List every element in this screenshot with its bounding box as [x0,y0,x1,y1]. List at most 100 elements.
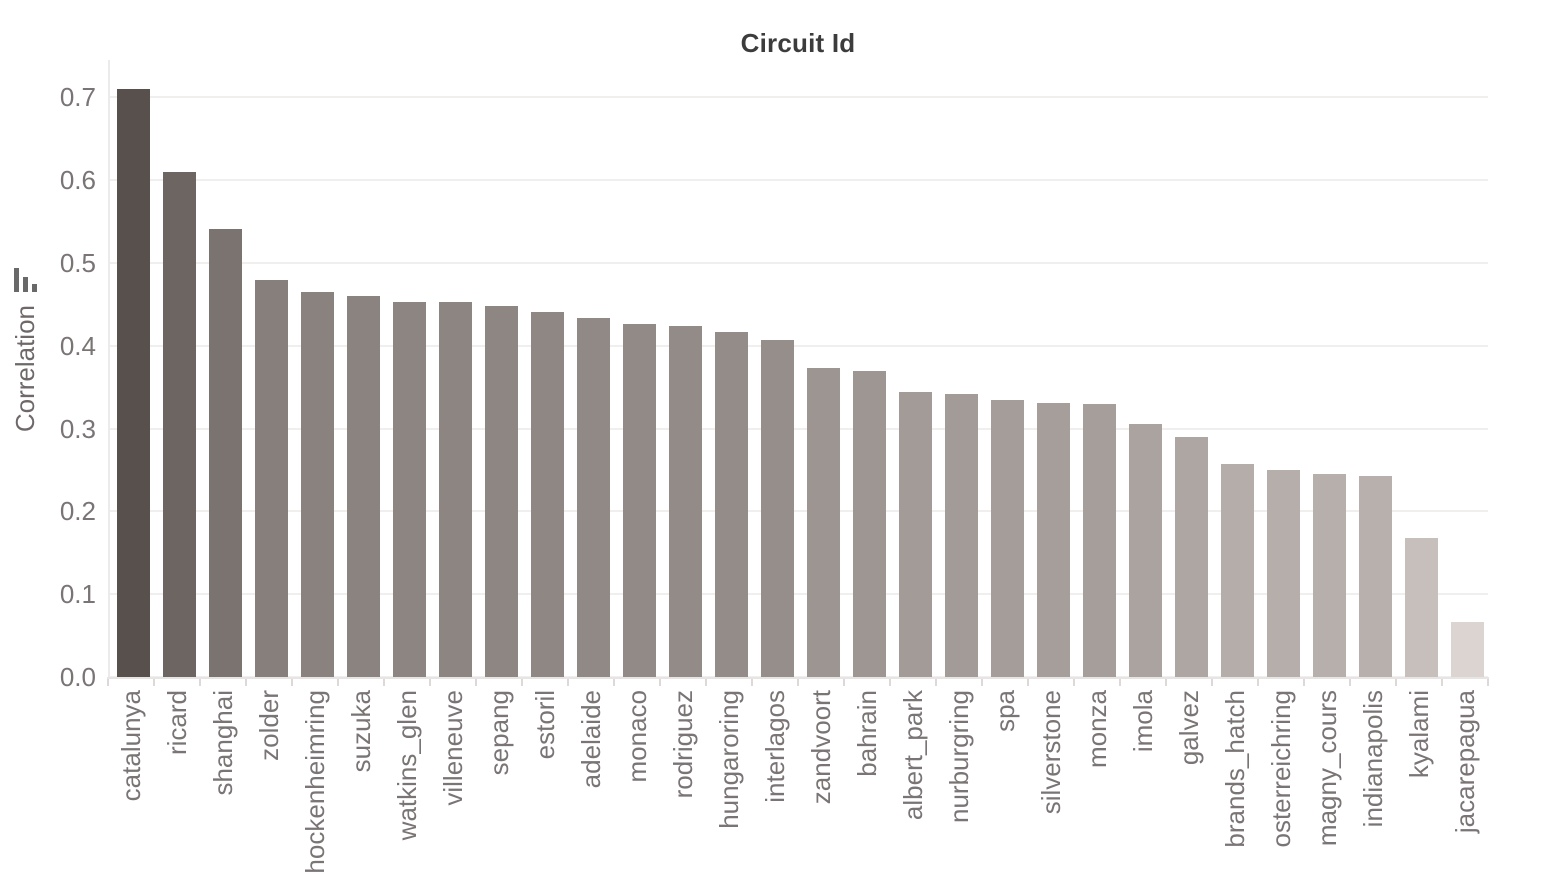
x-tick-label: shanghai [207,690,238,796]
x-axis-boundary-tick [199,679,201,686]
x-axis-boundary-tick [153,679,155,686]
x-tick-label: imola [1127,690,1158,753]
y-tick-label: 0.0 [59,662,96,692]
x-axis-boundary-tick [1073,679,1075,686]
x-axis-boundary-tick [1487,679,1489,686]
bar-villeneuve [438,301,472,677]
x-tick-label: brands_hatch [1219,690,1250,848]
x-axis-boundary-tick [1165,679,1167,686]
x-tick-label: ricard [161,690,192,756]
x-tick-label: adelaide [575,690,606,789]
x-tick-label: estoril [529,690,560,760]
x-axis-boundary-tick [383,679,385,686]
gridline [110,179,1488,182]
bar-estoril [530,311,564,677]
bar-catalunya [116,89,150,677]
x-tick-label: galvez [1173,690,1204,766]
y-tick-label: 0.7 [59,82,96,113]
bar-chart-icon [14,267,37,292]
bar-hockenheimring [300,291,334,677]
bar-bahrain [852,370,886,677]
gridline [110,510,1488,513]
y-tick-label: 0.4 [59,330,96,361]
bar-silverstone [1036,402,1070,677]
x-tick-labels: catalunya ricard shanghai zolder hockenheimr… [108,690,1488,894]
x-axis-boundary-tick [107,679,109,686]
bar-monaco [622,324,656,677]
x-tick-label: interlagos [759,690,790,803]
bar-galvez [1174,436,1208,677]
x-tick-label: indianapolis [1357,690,1388,828]
x-axis-boundary-tick [429,679,431,686]
x-tick-label: monaco [621,690,652,783]
bar-osterreichring [1266,469,1300,677]
gridline [110,261,1488,264]
x-tick-label: spa [989,690,1020,732]
x-tick-label: kyalami [1403,690,1434,779]
gridline [110,96,1488,99]
bar-indianapolis [1358,475,1392,677]
bar-kyalami [1404,537,1438,677]
bar-monza [1082,403,1116,677]
bar-adelaide [576,317,610,677]
x-axis-boundary-tick [245,679,247,686]
x-axis-boundary-tick [613,679,615,686]
gridline [110,593,1488,596]
x-axis-boundary-tick [1303,679,1305,686]
bar-nurburgring [944,393,978,677]
x-axis-boundary-tick [843,679,845,686]
bar-brands_hatch [1220,464,1254,677]
x-axis-boundary-tick [1119,679,1121,686]
x-tick-label: villeneuve [437,690,468,806]
bar-interlagos [760,339,794,677]
x-tick-label: sepang [483,690,514,776]
x-tick-label: catalunya [115,690,146,802]
bar-ricard [162,171,196,677]
x-tick-label: zolder [253,690,284,761]
bar-jacarepagua [1450,622,1484,677]
x-axis-boundary-tick [567,679,569,686]
x-tick-label: rodriguez [667,690,698,799]
x-axis-boundary-tick [889,679,891,686]
chart-title: Circuit Id [740,28,856,58]
x-tick-label: osterreichring [1265,690,1296,848]
x-axis-boundary-tick [659,679,661,686]
x-tick-label: monza [1081,690,1112,769]
x-axis-boundary-tick [751,679,753,686]
x-tick-label: albert_park [897,690,928,821]
x-axis-boundary-tick [705,679,707,686]
x-tick-label: magny_cours [1311,690,1342,847]
x-axis-boundary-tick [475,679,477,686]
x-tick-label: bahrain [851,690,882,777]
x-axis-boundary-tick [1211,679,1213,686]
x-axis-boundary-tick [1441,679,1443,686]
x-axis-boundary-tick [797,679,799,686]
bar-hungaroring [714,331,748,677]
bar-watkins_glen [392,301,426,677]
x-tick-label: watkins_glen [391,690,422,841]
bar-imola [1128,424,1162,677]
x-axis-boundary-tick [291,679,293,686]
plot-area [108,60,1488,678]
y-tick-label: 0.2 [59,496,96,527]
bar-suzuka [346,296,380,677]
x-tick-label: hockenheimring [299,690,330,874]
y-tick-label: 0.5 [59,247,96,278]
x-axis-boundary-tick [1257,679,1259,686]
y-tick-label: 0.3 [59,413,96,444]
bar-zandvoort [806,368,840,677]
x-axis-boundary-tick [1349,679,1351,686]
x-tick-label: zandvoort [805,690,836,805]
x-tick-label: silverstone [1035,690,1066,815]
x-tick-label: nurburgring [943,690,974,823]
bar-spa [990,400,1024,677]
x-axis-boundary-tick [1395,679,1397,686]
x-tick-label: jacarepagua [1449,690,1480,834]
bar-albert_park [898,392,932,677]
bar-zolder [254,280,288,677]
x-axis-boundary-tick [981,679,983,686]
x-axis-boundary-tick [337,679,339,686]
bar-sepang [484,305,518,677]
bar-magny_cours [1312,474,1346,677]
y-tick-label: 0.6 [59,165,96,196]
